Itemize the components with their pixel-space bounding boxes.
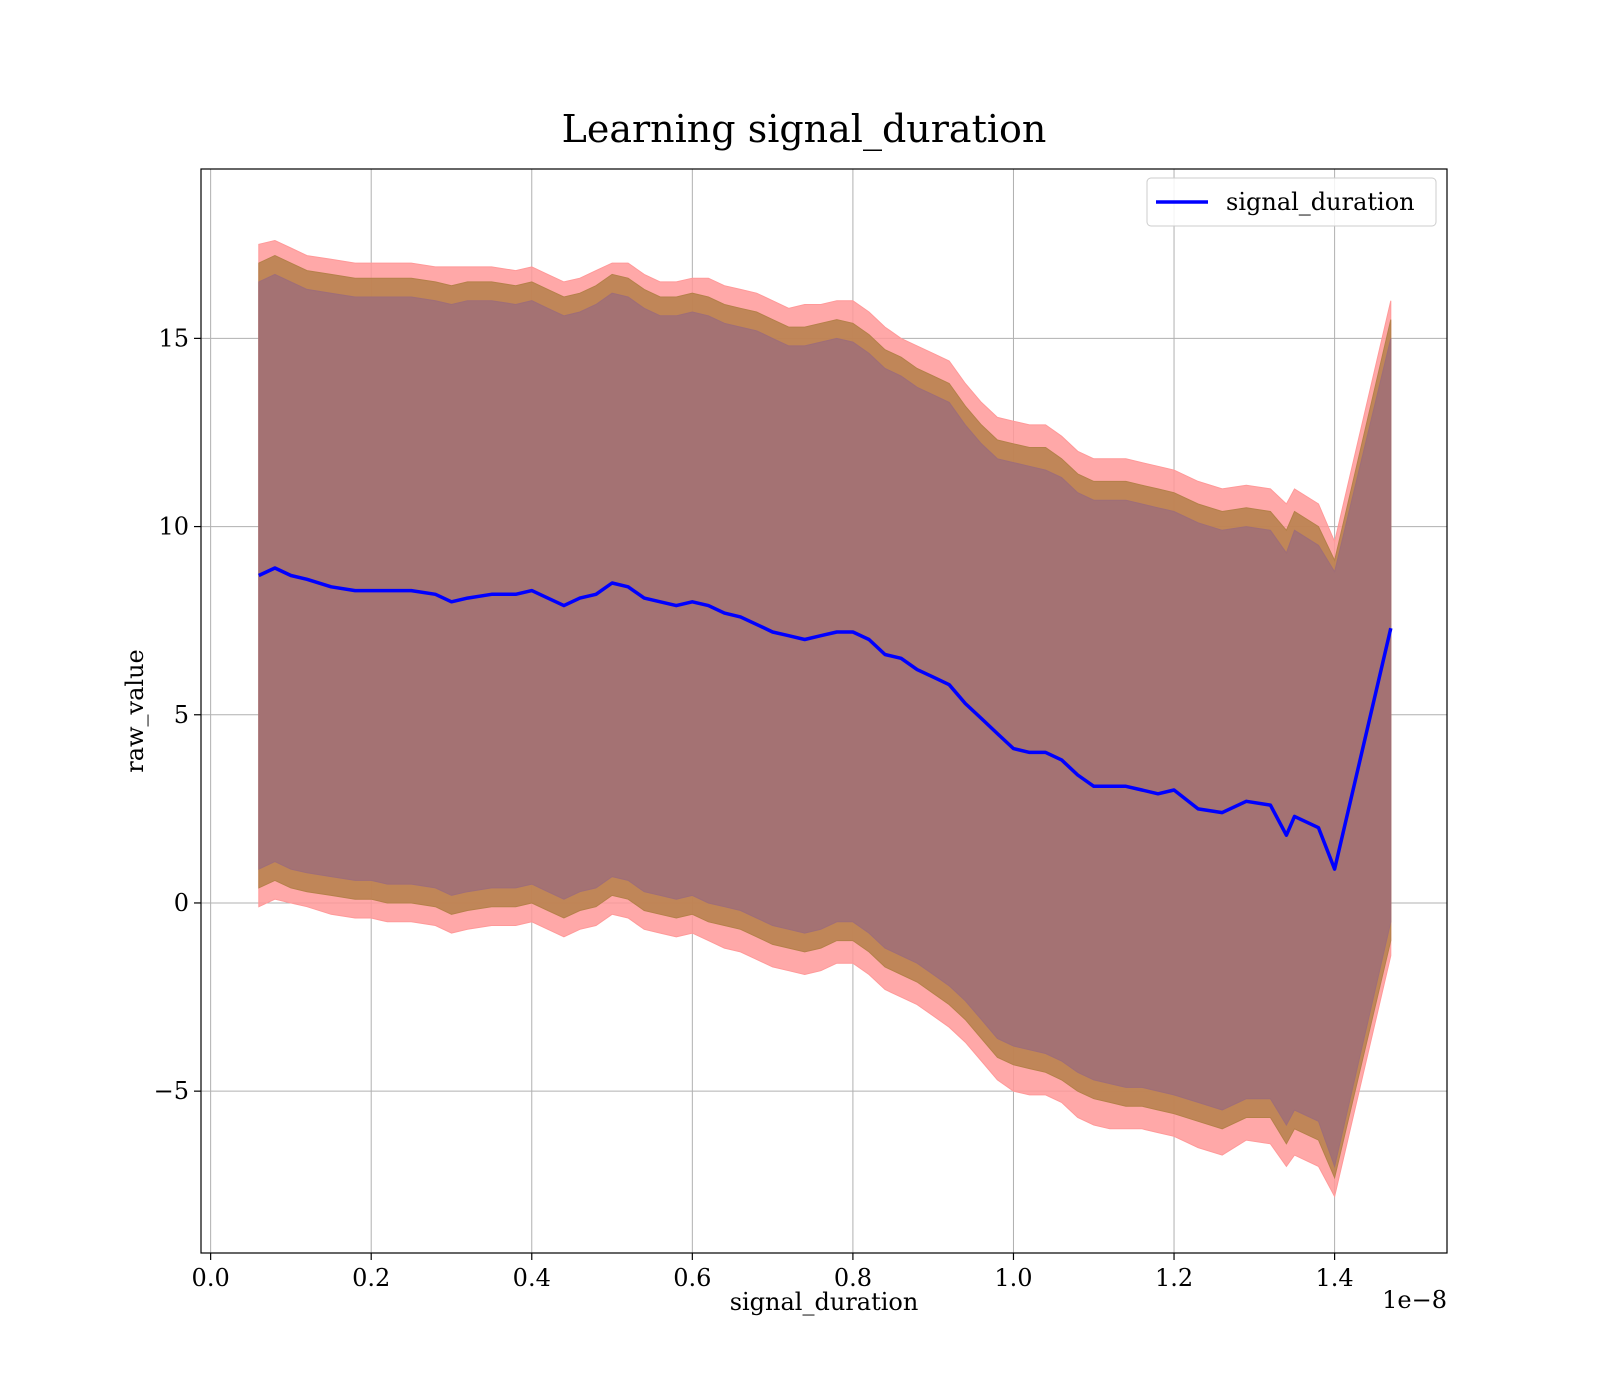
- x-tick-label-4: 0.8: [834, 1264, 872, 1292]
- x-tick-label-0: 0.0: [192, 1264, 230, 1292]
- y-axis-label: raw_value: [121, 649, 149, 773]
- x-tick-label-2: 0.4: [513, 1264, 551, 1292]
- x-tick-label-1: 0.2: [352, 1264, 390, 1292]
- legend-box: [1146, 177, 1437, 227]
- x-tick-label-6: 1.2: [1155, 1264, 1193, 1292]
- y-tick-label-2: 5: [174, 701, 189, 729]
- y-axis-ticks: −5 0 5 10 15: [154, 324, 201, 1105]
- x-axis-label: signal_duration: [730, 1288, 919, 1316]
- legend-label: signal_duration: [1226, 188, 1415, 216]
- band-inner: [258, 273, 1392, 1169]
- x-tick-label-5: 1.0: [994, 1264, 1032, 1292]
- y-tick-label-0: −5: [154, 1077, 189, 1105]
- y-tick-label-3: 10: [158, 513, 189, 541]
- plot-frame: [200, 168, 1448, 1254]
- x-axis-ticks: 0.0 0.2 0.4 0.6 0.8 1.0 1.2 1.4: [192, 1253, 1354, 1292]
- series-line-0: [258, 566, 1393, 871]
- legend: signal_duration: [1146, 177, 1437, 227]
- y-tick-label-4: 15: [158, 324, 189, 352]
- chart-title: Learning signal_duration: [562, 107, 1047, 152]
- y-tick-label-1: 0: [174, 889, 189, 917]
- series-lines: [258, 566, 1393, 871]
- x-tick-label-7: 1.4: [1316, 1264, 1354, 1292]
- x-axis-offset-label: 1e−8: [1382, 1286, 1447, 1314]
- x-tick-label-3: 0.6: [673, 1264, 711, 1292]
- confidence-bands: [258, 239, 1392, 1198]
